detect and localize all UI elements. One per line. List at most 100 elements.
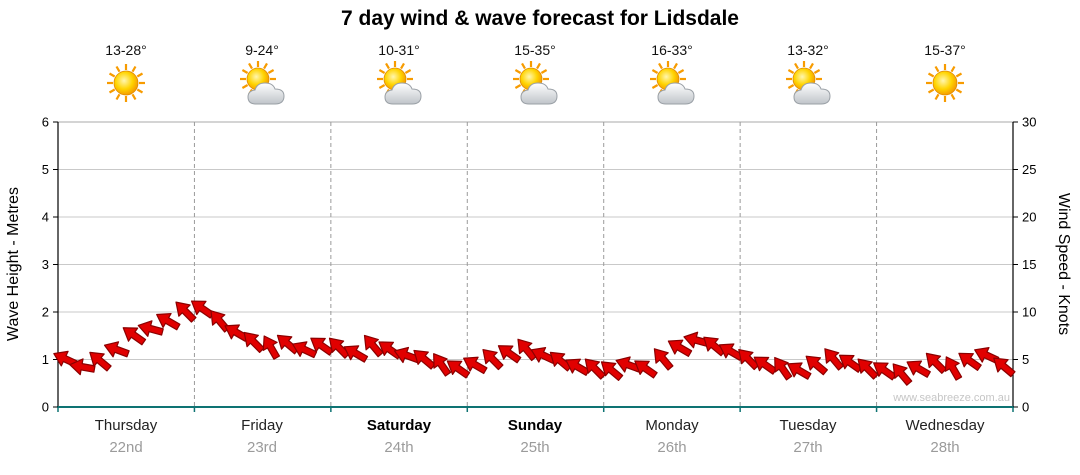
forecast-day-cell: 9-24° xyxy=(194,42,330,111)
wind-arrow xyxy=(292,341,318,359)
temperature-range: 9-24° xyxy=(245,42,279,58)
wind-arrow xyxy=(774,356,793,381)
weather-icon-svg xyxy=(107,64,145,102)
forecast-day-cell: 16-33° xyxy=(604,42,740,111)
page-title: 7 day wind & wave forecast for Lidsdale xyxy=(341,7,739,30)
temperature-range: 15-37° xyxy=(924,42,966,58)
y-axis-tick-label-right: 15 xyxy=(1022,257,1036,272)
wind-arrow xyxy=(433,353,452,377)
day-date-label: 23rd xyxy=(246,439,278,456)
cloud-icon xyxy=(384,82,422,105)
x-axis-day: Monday 26th xyxy=(604,417,740,456)
y-axis-tick-label-left: 1 xyxy=(42,352,49,367)
wind-arrow xyxy=(446,360,471,379)
wind-arrow xyxy=(974,347,1000,364)
temperature-range: 13-32° xyxy=(787,42,829,58)
forecast-day-cell: 13-32° xyxy=(740,42,876,111)
wind-arrow xyxy=(925,352,947,374)
y-axis-tick-label-left: 3 xyxy=(42,257,49,272)
day-name-label: Wednesday xyxy=(905,417,985,434)
weather-icon xyxy=(58,61,194,111)
wind-arrow xyxy=(634,360,658,379)
forecast-day-cell: 15-35° xyxy=(467,42,603,111)
temperature-range: 16-33° xyxy=(651,42,693,58)
y-axis-tick-label-left: 2 xyxy=(42,305,49,320)
cloud-icon xyxy=(793,82,831,105)
watermark: www.seabreeze.com.au xyxy=(893,392,1010,404)
sun-icon xyxy=(107,64,145,102)
y-axis-tick-label-right: 30 xyxy=(1022,115,1036,130)
wind-arrow xyxy=(122,327,147,346)
day-name-label: Friday xyxy=(241,417,283,434)
y-axis-tick-label-left: 0 xyxy=(42,400,49,415)
day-name-label: Monday xyxy=(645,417,699,434)
y-axis-label-right: Wind Speed - Knots xyxy=(1055,192,1072,336)
day-name-label: Sunday xyxy=(507,417,563,434)
wind-arrow xyxy=(482,349,504,371)
day-name-label: Tuesday xyxy=(779,417,837,434)
weather-icon-svg xyxy=(786,61,831,105)
x-axis-day: Saturday 24th xyxy=(331,417,467,456)
forecast-day-cell: 10-31° xyxy=(331,42,467,111)
day-name-label: Saturday xyxy=(366,417,432,434)
wind-arrow xyxy=(653,348,674,371)
wind-arrow xyxy=(584,358,606,380)
day-date-label: 26th xyxy=(657,439,687,456)
wind-arrow xyxy=(805,355,828,376)
wind-arrow xyxy=(993,357,1016,378)
wind-arrow xyxy=(463,356,488,375)
wind-arrow xyxy=(787,362,812,380)
y-axis-tick-label-right: 25 xyxy=(1022,162,1036,177)
wind-arrow xyxy=(103,341,130,358)
wind-arrow xyxy=(137,320,164,337)
x-axis-day: Friday 23rd xyxy=(194,417,330,456)
temperature-range: 15-35° xyxy=(514,42,556,58)
weather-icon xyxy=(877,61,1013,111)
y-axis-tick-label-left: 6 xyxy=(42,115,49,130)
weather-icon-svg xyxy=(650,61,695,105)
wind-arrow xyxy=(857,358,879,380)
wind-arrow xyxy=(824,348,845,371)
wind-arrow xyxy=(363,334,384,358)
day-date-label: 24th xyxy=(384,439,414,456)
day-date-label: 25th xyxy=(520,439,550,456)
x-axis-day: Thursday 22nd xyxy=(58,417,194,456)
wind-arrow xyxy=(906,360,931,378)
y-axis-tick-label-right: 0 xyxy=(1022,400,1029,415)
wind-arrow xyxy=(262,335,281,360)
weather-icon xyxy=(194,61,330,111)
y-axis-tick-label-left: 4 xyxy=(42,210,49,225)
sun-icon xyxy=(926,64,964,102)
day-name-label: Thursday xyxy=(94,417,158,434)
weather-icon-svg xyxy=(926,64,964,102)
day-date-label: 27th xyxy=(793,439,823,456)
wind-arrow xyxy=(243,331,265,354)
cloud-icon xyxy=(657,82,695,105)
day-date-label: 28th xyxy=(930,439,960,456)
wind-arrow xyxy=(497,345,522,364)
wind-arrow xyxy=(958,352,982,371)
weather-icon xyxy=(604,61,740,111)
cloud-icon xyxy=(247,82,285,105)
weather-icon xyxy=(467,61,603,111)
y-axis-tick-label-right: 20 xyxy=(1022,210,1036,225)
day-date-label: 22nd xyxy=(109,439,143,456)
wind-arrow xyxy=(156,312,181,331)
weather-icon xyxy=(740,61,876,111)
temperature-range: 13-28° xyxy=(105,42,147,58)
y-axis-label-left: Wave Height - Metres xyxy=(5,186,22,342)
wind-arrow xyxy=(89,351,112,372)
wind-arrow xyxy=(343,345,369,363)
wind-arrow xyxy=(69,358,96,376)
forecast-day-cell: 13-28° xyxy=(58,42,194,111)
weather-icon xyxy=(331,61,467,111)
y-axis-tick-label-left: 5 xyxy=(42,162,49,177)
wind-arrow xyxy=(600,361,624,382)
x-axis-day: Sunday 25th xyxy=(467,417,603,456)
y-axis-tick-label-right: 10 xyxy=(1022,305,1036,320)
weather-icon-svg xyxy=(377,61,422,105)
wind-arrow xyxy=(892,363,913,386)
weather-icon-svg xyxy=(240,61,285,105)
